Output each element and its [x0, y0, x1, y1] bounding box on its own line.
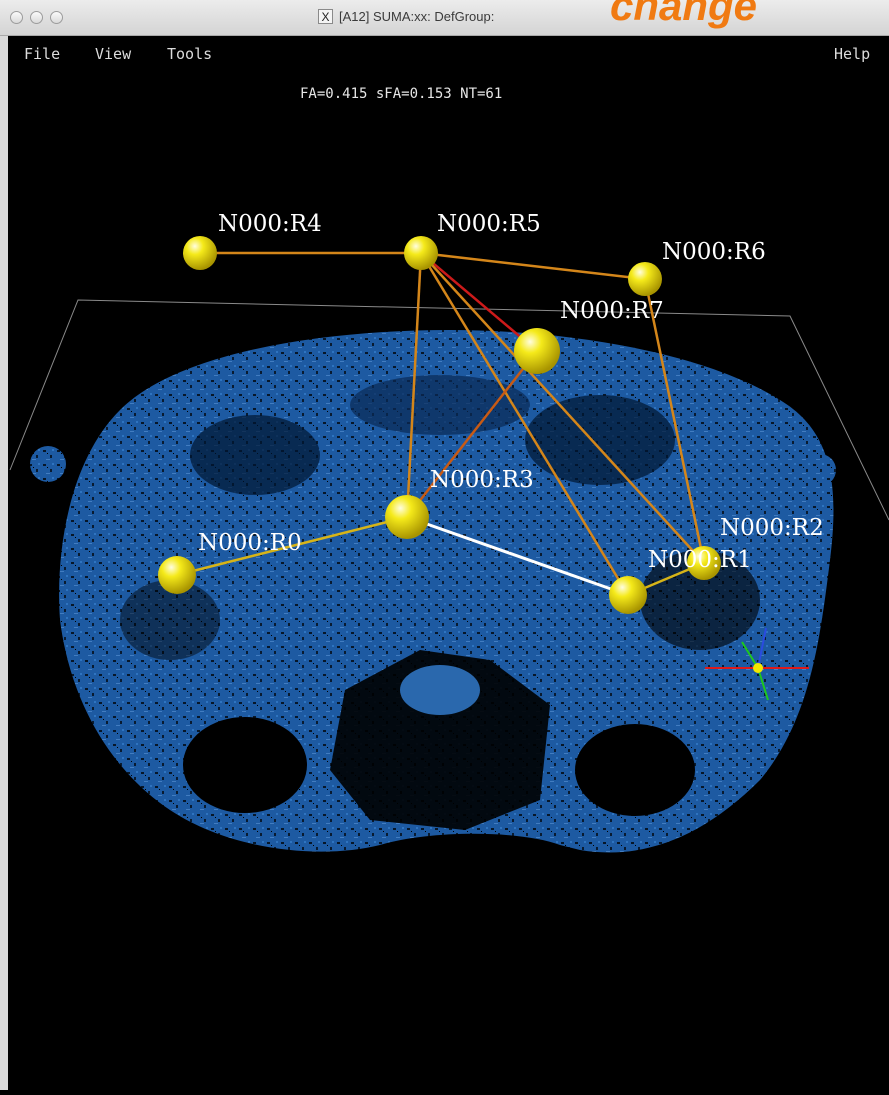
menu-help[interactable]: Help	[834, 45, 871, 63]
overlay-annotation: change	[610, 0, 758, 29]
label-r1: N000:R1	[648, 547, 752, 573]
window-left-border	[0, 36, 8, 1090]
edge-r5-r1	[419, 252, 630, 596]
node-r7	[514, 328, 560, 374]
orientation-axes	[705, 627, 809, 701]
window-titlebar: X [A12] SUMA:xx: DefGroup: change	[0, 0, 889, 36]
label-r6: N000:R6	[662, 239, 766, 265]
node-r5	[404, 236, 438, 270]
node-r0	[158, 556, 196, 594]
node-r6	[628, 262, 662, 296]
edge-r5-r7	[420, 252, 538, 352]
label-r0: N000:R0	[198, 530, 302, 556]
edge-r5-r3	[405, 252, 423, 518]
label-r2: N000:R2	[720, 515, 824, 541]
node-r4	[183, 236, 217, 270]
label-r3: N000:R3	[430, 467, 534, 493]
x11-icon: X	[318, 9, 333, 24]
edge-r6-r2	[643, 278, 706, 564]
menu-view[interactable]: View	[95, 45, 132, 63]
stats-readout: FA=0.415 sFA=0.153 NT=61	[300, 86, 503, 102]
viewport[interactable]: N000:R4 N000:R5 N000:R6 N000:R7 N000:R3 …	[8, 70, 889, 1090]
scene-canvas[interactable]: N000:R4 N000:R5 N000:R6 N000:R7 N000:R3 …	[8, 70, 889, 1090]
edge-r0-r3	[176, 515, 408, 577]
zoom-window-button[interactable]	[50, 11, 63, 24]
edge-r5-r2	[420, 252, 705, 564]
menu-bar: File View Tools Help	[8, 37, 889, 70]
node-r3	[385, 495, 429, 539]
label-r7: N000:R7	[560, 298, 664, 324]
close-window-button[interactable]	[10, 11, 23, 24]
node-r1	[609, 576, 647, 614]
graph-edges	[176, 251, 706, 597]
edge-r3-r1	[406, 515, 629, 597]
window-title-group: X [A12] SUMA:xx: DefGroup:	[318, 9, 494, 24]
graph-nodes[interactable]	[158, 236, 721, 614]
node-labels: N000:R4 N000:R5 N000:R6 N000:R7 N000:R3 …	[198, 211, 824, 573]
edge-r7-r3	[406, 350, 538, 518]
edge-r5-r6	[420, 251, 646, 281]
minimize-window-button[interactable]	[30, 11, 43, 24]
label-r4: N000:R4	[218, 211, 322, 237]
plane-outline	[9, 299, 889, 521]
window-title: [A12] SUMA:xx: DefGroup:	[339, 9, 495, 24]
menu-file[interactable]: File	[24, 45, 61, 63]
brain-slice-image	[30, 330, 836, 853]
label-r5: N000:R5	[437, 211, 541, 237]
node-r2	[687, 546, 721, 580]
menu-tools[interactable]: Tools	[167, 45, 213, 63]
